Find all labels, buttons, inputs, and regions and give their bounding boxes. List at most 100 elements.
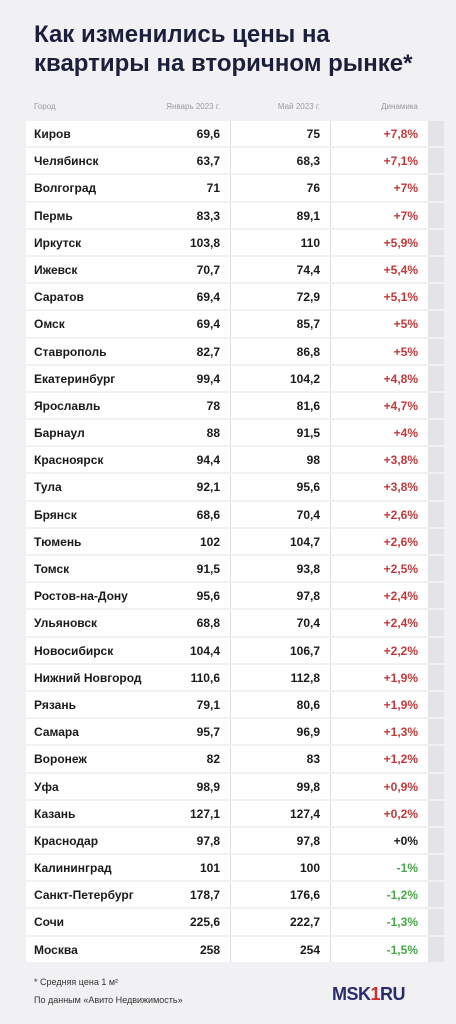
cell-dynamics: +1,9% xyxy=(383,670,418,685)
cell-dynamics: +7% xyxy=(393,181,418,196)
cell-city: Пермь xyxy=(34,208,73,223)
column-divider xyxy=(330,637,331,663)
cell-dynamics: +5,1% xyxy=(383,290,418,305)
column-divider xyxy=(230,882,231,908)
column-divider xyxy=(330,746,331,772)
table-row: Ставрополь 82,7 86,8 +5% xyxy=(0,338,456,365)
table-row: Краснодар 97,8 97,8 +0% xyxy=(0,827,456,854)
cell-city: Санкт-Петербург xyxy=(34,888,134,903)
row-edge-stripe xyxy=(428,936,444,962)
column-divider xyxy=(230,501,231,527)
cell-dynamics: +4% xyxy=(393,426,418,441)
cell-dynamics: +5,4% xyxy=(383,262,418,277)
column-divider xyxy=(330,583,331,609)
column-divider xyxy=(330,691,331,718)
column-divider xyxy=(230,773,231,799)
row-background xyxy=(26,909,436,935)
cell-city: Ульяновск xyxy=(34,616,98,631)
cell-may: 81,6 xyxy=(296,398,320,413)
cell-jan: 69,4 xyxy=(196,290,220,305)
cell-may: 85,7 xyxy=(296,317,320,332)
row-background xyxy=(26,746,436,772)
logo-part-one: 1 xyxy=(370,984,381,1004)
cell-dynamics: +0% xyxy=(393,833,418,848)
table-row: Москва 258 254 -1,5% xyxy=(0,936,456,963)
cell-may: 97,8 xyxy=(296,833,320,848)
table-row: Брянск 68,6 70,4 +2,6% xyxy=(0,501,456,528)
cell-jan: 68,8 xyxy=(196,616,220,631)
column-divider xyxy=(230,691,231,718)
cell-city: Иркутск xyxy=(34,235,82,250)
row-edge-stripe xyxy=(428,284,444,310)
table-row: Тула 92,1 95,6 +3,8% xyxy=(0,473,456,500)
cell-city: Барнаул xyxy=(34,426,85,441)
table-row: Ростов-на-Дону 95,6 97,8 +2,4% xyxy=(0,582,456,609)
row-edge-stripe xyxy=(428,827,444,854)
column-divider xyxy=(330,800,331,826)
cell-dynamics: +1,3% xyxy=(383,725,418,740)
row-background xyxy=(26,338,436,364)
cell-may: 70,4 xyxy=(296,616,320,631)
row-background xyxy=(26,556,436,582)
cell-dynamics: +0,2% xyxy=(383,806,418,821)
cell-jan: 88 xyxy=(206,426,220,441)
table-row: Волгоград 71 76 +7% xyxy=(0,174,456,201)
cell-city: Воронеж xyxy=(34,752,87,767)
column-divider xyxy=(230,175,231,201)
table-row: Тюмень 102 104,7 +2,6% xyxy=(0,528,456,555)
cell-jan: 99,4 xyxy=(196,371,220,386)
cell-dynamics: +4,7% xyxy=(383,398,418,413)
table-row: Ульяновск 68,8 70,4 +2,4% xyxy=(0,609,456,636)
cell-jan: 95,6 xyxy=(196,589,220,604)
table-row: Иркутск 103,8 110 +5,9% xyxy=(0,229,456,256)
cell-jan: 79,1 xyxy=(196,697,220,712)
row-background xyxy=(26,610,436,636)
row-background xyxy=(26,637,436,663)
column-divider xyxy=(230,528,231,554)
cell-jan: 103,8 xyxy=(189,235,220,250)
column-divider xyxy=(230,447,231,473)
column-divider xyxy=(330,773,331,799)
cell-city: Ставрополь xyxy=(34,344,107,359)
column-divider xyxy=(330,284,331,310)
column-divider xyxy=(330,719,331,745)
column-divider xyxy=(230,365,231,391)
logo-part-ru: RU xyxy=(380,984,406,1004)
cell-jan: 71 xyxy=(206,181,220,196)
cell-dynamics: +1,9% xyxy=(383,697,418,712)
column-divider xyxy=(230,556,231,582)
table-row: Челябинск 63,7 68,3 +7,1% xyxy=(0,147,456,174)
column-divider xyxy=(330,936,331,962)
cell-jan: 95,7 xyxy=(196,725,220,740)
row-background xyxy=(26,148,436,174)
table-row: Саратов 69,4 72,9 +5,1% xyxy=(0,283,456,310)
row-background xyxy=(26,882,436,908)
table-row: Новосибирск 104,4 106,7 +2,2% xyxy=(0,637,456,664)
cell-city: Волгоград xyxy=(34,181,97,196)
cell-city: Саратов xyxy=(34,290,84,305)
cell-dynamics: +5,9% xyxy=(383,235,418,250)
cell-jan: 127,1 xyxy=(189,806,220,821)
column-divider xyxy=(230,338,231,364)
cell-city: Рязань xyxy=(34,697,76,712)
column-divider xyxy=(330,338,331,364)
row-edge-stripe xyxy=(428,256,444,283)
table-row: Казань 127,1 127,4 +0,2% xyxy=(0,800,456,827)
cell-may: 99,8 xyxy=(296,779,320,794)
cell-dynamics: +3,8% xyxy=(383,453,418,468)
row-edge-stripe xyxy=(428,365,444,391)
cell-may: 100 xyxy=(299,861,320,876)
row-edge-stripe xyxy=(428,746,444,772)
column-divider xyxy=(230,229,231,255)
row-background xyxy=(26,365,436,391)
column-divider xyxy=(230,392,231,419)
row-edge-stripe xyxy=(428,909,444,935)
row-background xyxy=(26,664,436,690)
cell-may: 86,8 xyxy=(296,344,320,359)
row-background xyxy=(26,474,436,500)
price-table: Киров 69,6 75 +7,8% Челябинск 63,7 68,3 +7,1% Во… xyxy=(0,120,456,963)
cell-jan: 78 xyxy=(206,398,220,413)
table-row: Калининград 101 100 -1% xyxy=(0,854,456,881)
table-header: Город Январь 2023 г. Май 2023 г. Динамик… xyxy=(0,96,456,116)
row-edge-stripe xyxy=(428,773,444,799)
